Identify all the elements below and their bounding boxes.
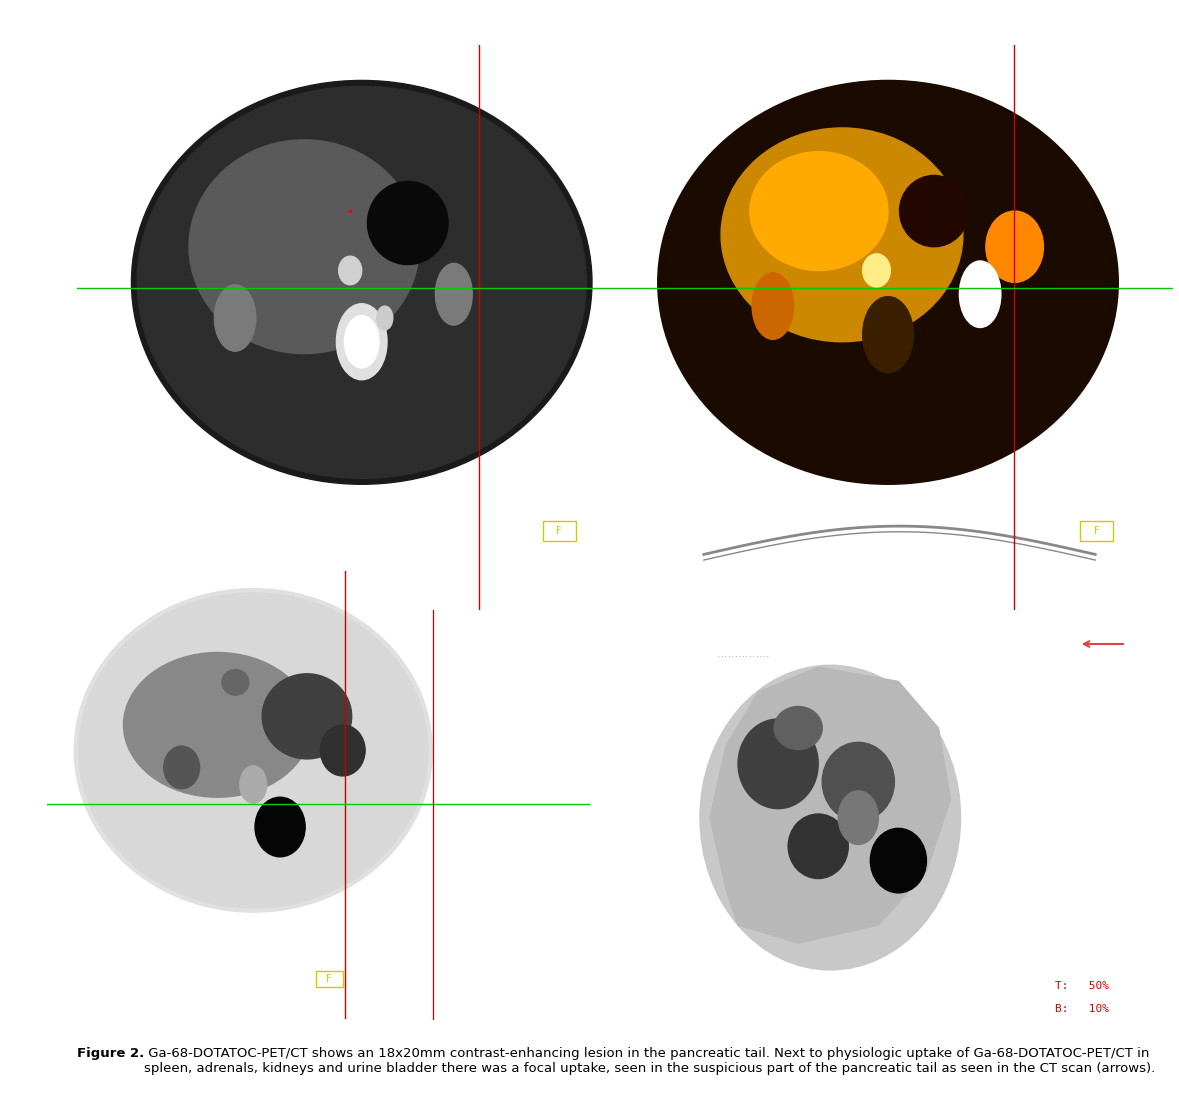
Ellipse shape (344, 316, 378, 367)
Bar (1080, 521, 1113, 541)
Bar (542, 521, 575, 541)
Ellipse shape (870, 829, 927, 893)
Ellipse shape (338, 256, 362, 284)
Ellipse shape (788, 814, 849, 878)
Ellipse shape (900, 176, 969, 246)
Ellipse shape (239, 766, 266, 803)
Polygon shape (710, 668, 950, 943)
Ellipse shape (738, 719, 818, 809)
Text: F: F (327, 974, 332, 983)
Text: F: F (556, 526, 562, 536)
Ellipse shape (79, 592, 428, 908)
Ellipse shape (838, 791, 878, 844)
Text: Ga-68-DOTATOC-PET/CT shows an 18x20mm contrast-enhancing lesion in the pancreati: Ga-68-DOTATOC-PET/CT shows an 18x20mm co… (144, 1047, 1155, 1075)
Ellipse shape (215, 284, 256, 352)
Ellipse shape (74, 589, 433, 912)
Ellipse shape (658, 81, 1118, 484)
Ellipse shape (960, 261, 1001, 327)
Ellipse shape (722, 128, 963, 342)
Text: . . . . . . . . . . . . . . .: . . . . . . . . . . . . . . . (718, 653, 769, 657)
Ellipse shape (124, 653, 311, 797)
Ellipse shape (863, 254, 890, 287)
Ellipse shape (336, 304, 387, 380)
Ellipse shape (262, 674, 351, 759)
Text: B:   10%: B: 10% (1055, 1004, 1109, 1014)
Ellipse shape (700, 665, 961, 970)
Ellipse shape (321, 725, 365, 776)
Bar (316, 971, 343, 987)
Ellipse shape (750, 151, 888, 270)
Ellipse shape (863, 297, 914, 373)
Ellipse shape (775, 707, 822, 749)
Ellipse shape (435, 263, 473, 325)
Ellipse shape (368, 181, 448, 264)
Ellipse shape (376, 306, 393, 330)
Ellipse shape (189, 140, 420, 354)
Ellipse shape (752, 273, 793, 339)
Ellipse shape (986, 211, 1043, 282)
Ellipse shape (137, 86, 586, 478)
Ellipse shape (222, 670, 249, 696)
Ellipse shape (131, 81, 592, 484)
Text: F: F (1094, 526, 1099, 536)
Ellipse shape (164, 746, 199, 788)
Text: T:   50%: T: 50% (1055, 981, 1109, 991)
Ellipse shape (822, 743, 895, 821)
Text: Figure 2.: Figure 2. (77, 1047, 144, 1061)
Ellipse shape (255, 797, 305, 857)
